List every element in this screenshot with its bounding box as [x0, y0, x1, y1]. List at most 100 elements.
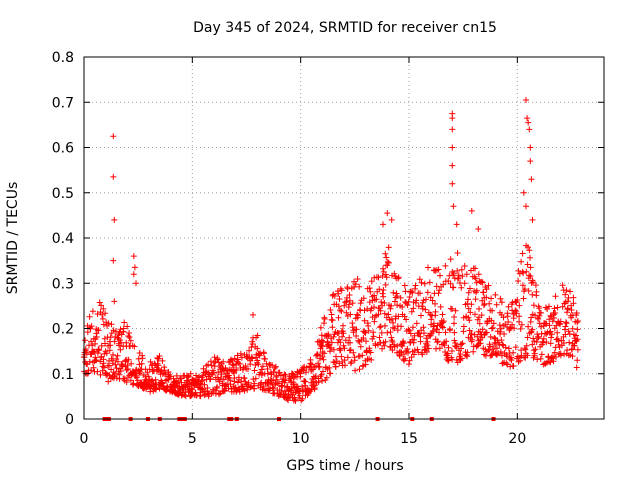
axis-layer: 0 0.1 0.2 0.3 0.4 0.5 0.6 0.7 0.8 0 5 10 15 20 [52, 50, 605, 447]
data-point [425, 345, 432, 352]
data-point [551, 305, 558, 312]
data-point [552, 293, 559, 300]
data-point [371, 292, 378, 299]
x-tick-label: 0 [80, 431, 89, 447]
data-point [564, 306, 571, 313]
data-point [432, 308, 439, 315]
outlier-point [130, 271, 137, 278]
data-point [333, 353, 339, 360]
data-point [480, 302, 487, 309]
data-point [524, 261, 531, 268]
data-point [323, 374, 330, 381]
data-point [532, 282, 539, 289]
data-point [514, 297, 521, 303]
data-point [382, 322, 388, 329]
data-point [329, 317, 336, 324]
data-point [488, 325, 495, 332]
data-point [537, 355, 544, 362]
data-point [197, 393, 204, 400]
data-point [301, 378, 307, 384]
data-point [330, 346, 337, 353]
x-tick-label: 15 [400, 431, 418, 447]
data-point [391, 298, 398, 305]
data-point [547, 340, 554, 347]
data-point [193, 372, 199, 379]
data-point [360, 335, 367, 341]
data-point [318, 371, 325, 378]
data-point [84, 329, 91, 336]
data-point [126, 334, 133, 341]
data-point [416, 276, 423, 283]
data-point [411, 351, 417, 358]
data-point [523, 268, 530, 275]
data-point [267, 376, 274, 383]
data-point [483, 294, 490, 301]
data-point [519, 282, 526, 289]
data-point [573, 310, 580, 316]
data-point [552, 310, 559, 316]
data-point [452, 307, 459, 314]
data-point [89, 342, 96, 349]
data-point [102, 310, 109, 317]
outlier-point [449, 115, 456, 122]
data-point [505, 345, 512, 352]
data-point [494, 351, 500, 358]
data-point [535, 334, 542, 340]
data-point [130, 380, 137, 387]
data-point [543, 359, 550, 366]
data-point [476, 320, 483, 327]
data-point [422, 306, 429, 313]
data-point [466, 327, 473, 334]
data-point [465, 314, 472, 321]
outlier-point [453, 221, 460, 228]
data-point [485, 282, 492, 289]
data-point [249, 355, 256, 362]
data-point [415, 330, 422, 337]
data-point [117, 368, 124, 374]
data-point [406, 294, 413, 300]
data-point [515, 267, 522, 274]
data-point [327, 348, 333, 355]
data-point [353, 326, 360, 333]
data-point [337, 339, 344, 346]
data-point [418, 312, 424, 319]
data-point [135, 355, 142, 362]
data-point [464, 349, 471, 356]
data-point [272, 363, 279, 370]
data-point [574, 326, 581, 333]
data-point [355, 337, 362, 344]
data-point [395, 313, 402, 320]
data-point [378, 299, 385, 305]
data-point [178, 379, 185, 386]
data-point [470, 348, 477, 355]
data-point [485, 347, 492, 354]
data-point [461, 280, 468, 287]
data-point [251, 367, 258, 374]
data-point [378, 329, 385, 336]
data-point [383, 274, 390, 281]
data-point [269, 362, 276, 369]
data-point [559, 282, 566, 289]
data-point [449, 268, 456, 275]
data-point [532, 346, 539, 353]
data-point [445, 357, 452, 364]
data-point [459, 340, 466, 347]
data-point [505, 303, 512, 310]
data-point [356, 366, 363, 373]
data-point [467, 285, 473, 292]
data-point [383, 254, 390, 261]
data-point [567, 288, 574, 295]
data-point [424, 342, 431, 349]
data-point [330, 291, 337, 298]
data-point [89, 308, 96, 315]
data-point [123, 379, 130, 385]
data-point [407, 330, 414, 337]
data-point [241, 375, 248, 382]
data-point [204, 385, 211, 391]
data-point [346, 301, 353, 308]
data-point [147, 358, 154, 365]
data-point [220, 358, 227, 365]
data-point [440, 318, 447, 325]
x-tick-label: 5 [188, 431, 197, 447]
data-point [547, 359, 554, 366]
